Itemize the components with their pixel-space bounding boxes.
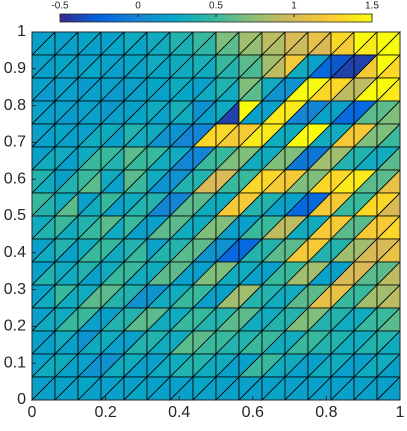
x-tick-label: 0.4 — [168, 404, 190, 421]
y-tick-label: 0.1 — [4, 354, 26, 371]
colorbar-tick-label: 0.5 — [209, 1, 223, 12]
x-tick-label: 0.2 — [94, 404, 116, 421]
x-tick-label: 0.6 — [242, 404, 264, 421]
y-tick-label: 1 — [17, 23, 26, 40]
x-tick-label: 0.8 — [315, 404, 337, 421]
x-tick-label: 1 — [396, 404, 405, 421]
y-tick-label: 0.8 — [4, 97, 26, 114]
y-tick-label: 0.5 — [4, 207, 26, 224]
y-tick-label: 0.9 — [4, 60, 26, 77]
colorbar-tick-label: -0.5 — [51, 1, 69, 12]
y-tick-label: 0.6 — [4, 170, 26, 187]
colorbar-tick-label: 0 — [135, 1, 141, 12]
y-tick-label: 0 — [17, 391, 26, 408]
colorbar-tick-label: 1.5 — [365, 1, 379, 12]
mesh — [31, 31, 401, 401]
y-tick-label: 0.3 — [4, 281, 26, 298]
y-tick-label: 0.7 — [4, 134, 26, 151]
colorbar-tick-label: 1 — [291, 1, 297, 12]
y-tick-label: 0.2 — [4, 318, 26, 335]
x-tick-label: 0 — [28, 404, 37, 421]
y-tick-label: 0.4 — [4, 244, 26, 261]
